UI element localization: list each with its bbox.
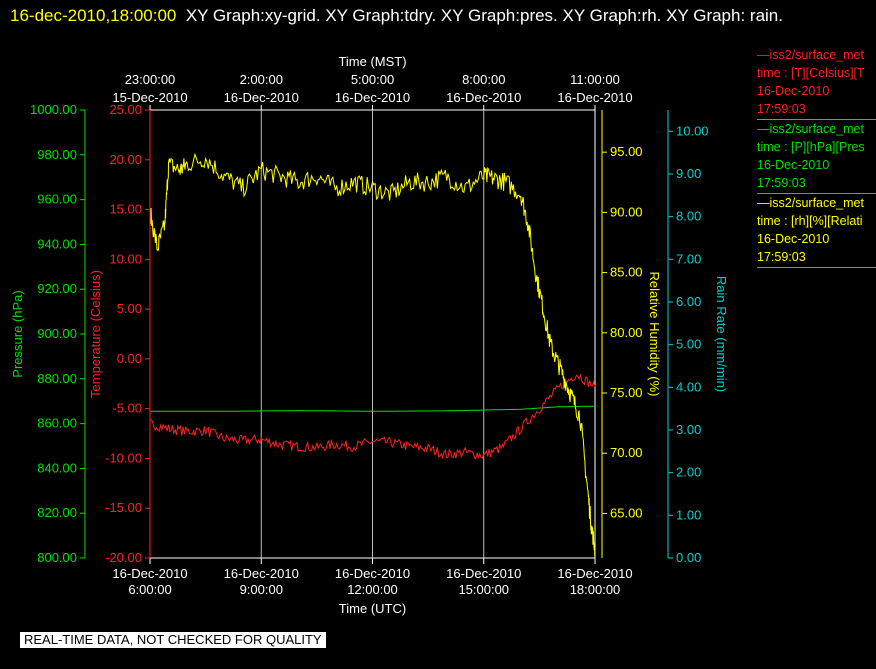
legend-series-name: —iss2/surface_met — [757, 48, 864, 62]
rain-tick-label: 6.00 — [676, 294, 701, 309]
rain-tick-label: 4.00 — [676, 379, 701, 394]
grid-lines — [260, 110, 485, 558]
top-tick-label: 16-Dec-2010 — [446, 90, 521, 105]
x-tick-label: 6:00:00 — [128, 582, 171, 597]
x-tick-label: 12:00:00 — [347, 582, 398, 597]
legend-series-name: —iss2/surface_met — [757, 196, 864, 210]
top-tick-label: 5:00:00 — [351, 72, 394, 87]
rain-tick-label: 9.00 — [676, 166, 701, 181]
x-tick-label: 9:00:00 — [240, 582, 283, 597]
top-tick-label: 23:00:00 — [125, 72, 176, 87]
x-tick-label: 18:00:00 — [570, 582, 621, 597]
temperature-tick-label: -15.00 — [105, 500, 142, 515]
x-tick-label: 16-Dec-2010 — [446, 566, 521, 581]
rh-axis-title: Relative Humidity (%) — [647, 272, 662, 397]
top-tick-label: 11:00:00 — [570, 72, 620, 87]
legend-time: 17:59:03 — [757, 176, 806, 190]
rh-tick-label: 85.00 — [610, 265, 643, 280]
top-tick-label: 15-Dec-2010 — [112, 90, 187, 105]
x-tick-label: 16-Dec-2010 — [224, 566, 299, 581]
graph-timestamp: 16-dec-2010,18:00:00 — [10, 6, 177, 25]
top-tick-label: 16-Dec-2010 — [224, 90, 299, 105]
rh-series-line — [149, 152, 596, 556]
legend-entry-humidity: —iss2/surface_met time : [rh][%][Relati … — [757, 194, 876, 268]
rain-tick-label: 3.00 — [676, 422, 701, 437]
pressure-tick-label: 940.00 — [37, 236, 77, 251]
legend-series-name: —iss2/surface_met — [757, 122, 864, 136]
rain-tick-label: 0.00 — [676, 550, 701, 565]
x-axis-title: Time (UTC) — [339, 601, 406, 616]
legend: —iss2/surface_met time : [T][Celsius][T … — [757, 46, 876, 268]
legend-field: time : [T][Celsius][T — [757, 66, 865, 80]
x-tick-label: 16-Dec-2010 — [557, 566, 632, 581]
temperature-tick-label: 15.00 — [109, 202, 142, 217]
rain-tick-label: 2.00 — [676, 465, 701, 480]
rh-tick-label: 95.00 — [610, 144, 643, 159]
legend-date: 16-Dec-2010 — [757, 232, 830, 246]
legend-field: time : [rh][%][Relati — [757, 214, 863, 228]
pressure-tick-label: 920.00 — [37, 281, 77, 296]
temperature-tick-label: 0.00 — [117, 351, 142, 366]
pressure-tick-label: 860.00 — [37, 416, 77, 431]
temperature-series-line — [149, 373, 596, 460]
legend-date: 16-Dec-2010 — [757, 84, 830, 98]
temperature-tick-label: -10.00 — [105, 450, 142, 465]
pressure-tick-label: 960.00 — [37, 192, 77, 207]
pressure-tick-label: 1000.00 — [30, 102, 77, 117]
temperature-tick-label: 10.00 — [109, 251, 142, 266]
axes: 16-Dec-20106:00:0016-Dec-20109:00:0016-D… — [10, 54, 729, 616]
temperature-tick-label: -5.00 — [112, 401, 142, 416]
rain-tick-label: 8.00 — [676, 209, 701, 224]
legend-entry-temperature: —iss2/surface_met time : [T][Celsius][T … — [757, 46, 876, 120]
rain-axis-title: Rain Rate (mm/min) — [714, 276, 729, 392]
rain-tick-label: 10.00 — [676, 123, 709, 138]
x-tick-label: 16-Dec-2010 — [112, 566, 187, 581]
pressure-tick-label: 980.00 — [37, 147, 77, 162]
top-tick-label: 2:00:00 — [240, 72, 283, 87]
rain-tick-label: 5.00 — [676, 337, 701, 352]
data-series — [149, 152, 596, 556]
top-tick-label: 16-Dec-2010 — [335, 90, 410, 105]
rh-tick-label: 90.00 — [610, 204, 643, 219]
graph-header: 16-dec-2010,18:00:00 XY Graph:xy-grid. X… — [10, 2, 870, 29]
temperature-tick-label: 20.00 — [109, 152, 142, 167]
x-tick-label: 16-Dec-2010 — [335, 566, 410, 581]
quality-disclaimer: REAL-TIME DATA, NOT CHECKED FOR QUALITY — [20, 632, 326, 648]
rh-tick-label: 70.00 — [610, 445, 643, 460]
temperature-tick-label: 25.00 — [109, 102, 142, 117]
x-tick-label: 15:00:00 — [458, 582, 509, 597]
pressure-tick-label: 840.00 — [37, 460, 77, 475]
pressure-tick-label: 820.00 — [37, 505, 77, 520]
temperature-tick-label: -20.00 — [105, 550, 142, 565]
top-tick-label: 8:00:00 — [462, 72, 505, 87]
legend-field: time : [P][hPa][Pres — [757, 140, 865, 154]
rh-tick-label: 80.00 — [610, 325, 643, 340]
rh-tick-label: 65.00 — [610, 505, 643, 520]
pressure-tick-label: 900.00 — [37, 326, 77, 341]
legend-time: 17:59:03 — [757, 250, 806, 264]
legend-time: 17:59:03 — [757, 102, 806, 116]
pressure-tick-label: 800.00 — [37, 550, 77, 565]
top-axis-title: Time (MST) — [338, 54, 406, 69]
top-tick-label: 16-Dec-2010 — [557, 90, 632, 105]
graph-titles: XY Graph:xy-grid. XY Graph:tdry. XY Grap… — [185, 6, 783, 25]
temperature-tick-label: 5.00 — [117, 301, 142, 316]
pressure-series-line — [150, 405, 596, 412]
rh-tick-label: 75.00 — [610, 385, 643, 400]
pressure-tick-label: 880.00 — [37, 371, 77, 386]
temperature-axis-title: Temperature (Celsius) — [88, 270, 103, 398]
pressure-axis-title: Pressure (hPa) — [10, 290, 25, 377]
rain-tick-label: 1.00 — [676, 507, 701, 522]
rain-tick-label: 7.00 — [676, 251, 701, 266]
legend-date: 16-Dec-2010 — [757, 158, 830, 172]
legend-entry-pressure: —iss2/surface_met time : [P][hPa][Pres 1… — [757, 120, 876, 194]
